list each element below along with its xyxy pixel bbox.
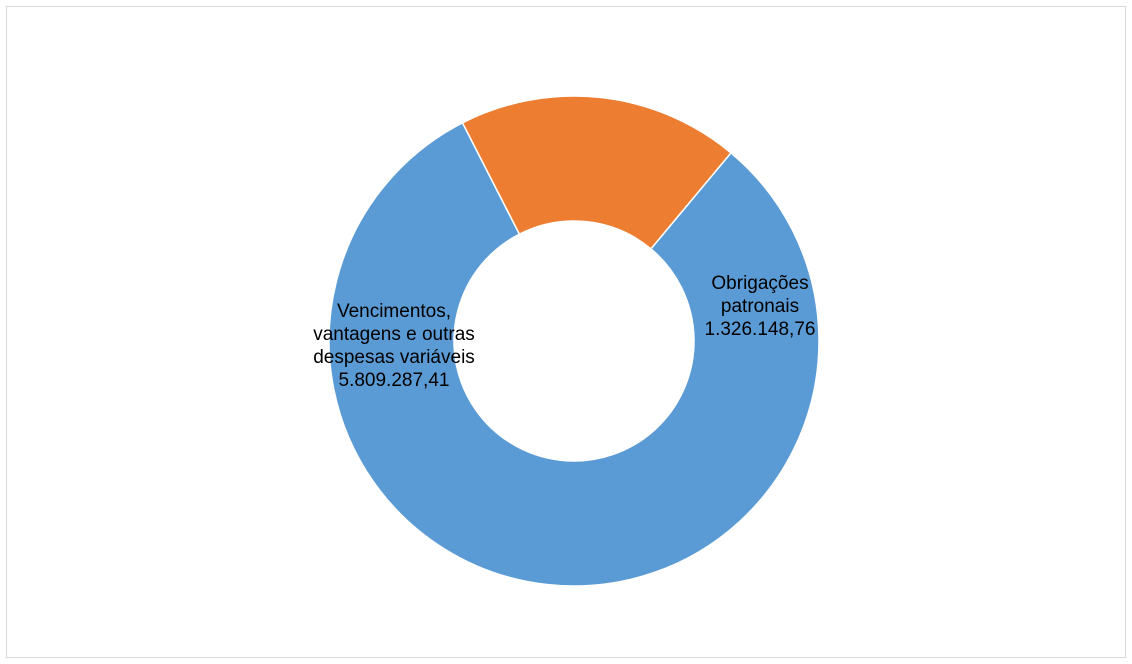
- donut-slice-2: [461, 95, 733, 250]
- data-label-value: 1.326.148,76: [705, 319, 816, 340]
- data-label-1: Vencimentos, vantagens e outras despesas v…: [313, 301, 475, 391]
- data-labels: Vencimentos, vantagens e outras despesas v…: [313, 273, 815, 391]
- donut-chart: Vencimentos, vantagens e outras despesas v…: [313, 95, 820, 587]
- data-label-value: 5.809.287,41: [339, 370, 450, 391]
- data-label-category: vantagens e outras: [313, 324, 475, 345]
- data-label-2: Obrigações patronais 1.326.148,76: [705, 273, 816, 340]
- data-label-category: despesas variáveis: [313, 347, 475, 368]
- chart-area: Vencimentos, vantagens e outras despesas v…: [6, 6, 1126, 658]
- data-label-category: Vencimentos,: [337, 301, 451, 322]
- donut-slices: [328, 95, 820, 587]
- donut-slice-1: [328, 121, 820, 587]
- data-label-category: patronais: [721, 296, 799, 317]
- data-label-category: Obrigações: [711, 273, 808, 294]
